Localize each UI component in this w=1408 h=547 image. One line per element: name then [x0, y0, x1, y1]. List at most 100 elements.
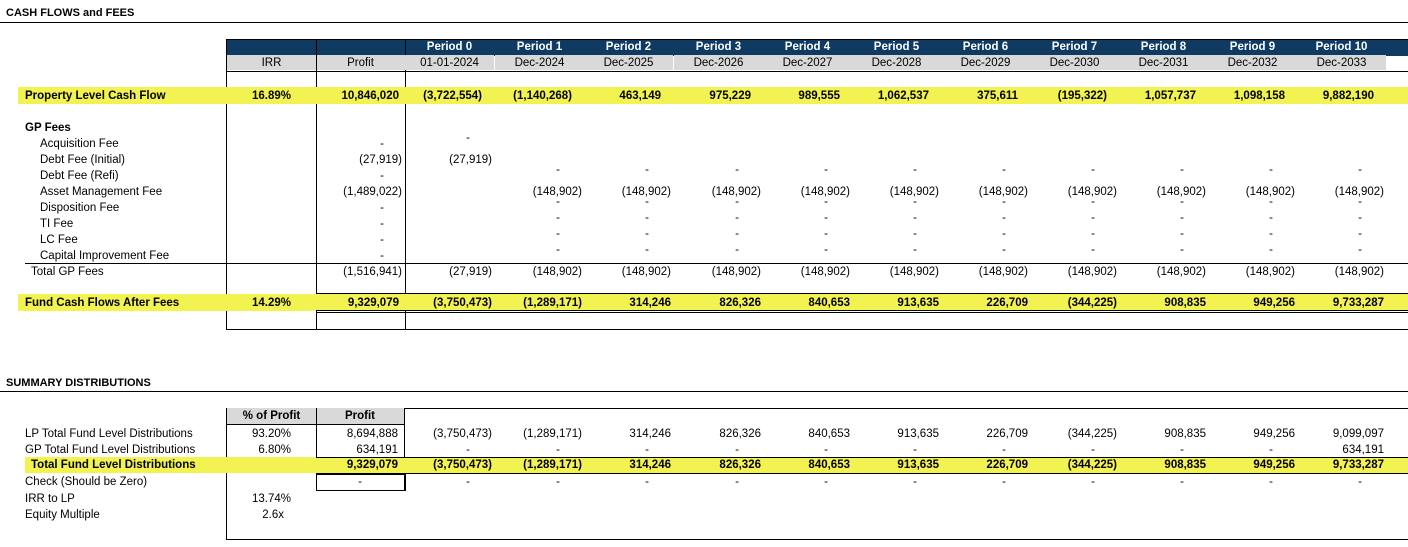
fee-value-period-10: -	[1358, 244, 1362, 256]
gp-row-period-10: 634,191	[1342, 444, 1384, 456]
fund-row-bottom-line	[316, 310, 1408, 311]
check-profit-box	[316, 474, 406, 491]
lp-row-period-10: 9,099,097	[1332, 428, 1384, 440]
fee-label: Debt Fee (Initial)	[40, 154, 126, 166]
total-dist-top-line	[316, 457, 1408, 458]
fund-row-period-4: 840,653	[808, 297, 850, 309]
summary-profit-divider	[404, 408, 405, 490]
property-row-period-3: 975,229	[709, 90, 751, 102]
gp-row-period-6: -	[1002, 444, 1006, 456]
period-header-2: Period 2	[605, 41, 652, 53]
total-dist-period-4: 840,653	[808, 459, 850, 471]
fee-value-period-8: -	[1180, 212, 1184, 224]
fund-row-period-1: (1,289,171)	[523, 297, 582, 309]
profit-header: Profit	[347, 57, 374, 69]
period-header-bar	[227, 39, 1408, 56]
fund-row-period-6: 226,709	[986, 297, 1028, 309]
fee-value-period-7: -	[1091, 164, 1095, 176]
fee-value-period-2: -	[645, 228, 649, 240]
property-row-period-10: 9,882,190	[1322, 90, 1374, 102]
gp-row-pct: 6.80%	[258, 444, 291, 456]
date-header-3: Dec-2026	[693, 57, 744, 69]
lp-row-period-7: (344,225)	[1067, 428, 1117, 440]
lp-row-period-5: 913,635	[897, 428, 939, 440]
lp-row-period-4: 840,653	[808, 428, 850, 440]
property-row-period-1: (1,140,268)	[513, 90, 572, 102]
fee-value-period-6: -	[1002, 244, 1006, 256]
date-header-bg	[1119, 55, 1208, 70]
gp-row-period-1: -	[556, 444, 560, 456]
property-row-irr: 16.89%	[251, 90, 291, 102]
fee-value-period-0: (27,919)	[449, 154, 492, 166]
date-header-bg	[405, 55, 494, 70]
gp-row-period-7: -	[1091, 444, 1095, 456]
total-dist-period-0: (3,750,473)	[433, 459, 492, 471]
lp-row-period-1: (1,289,171)	[523, 428, 582, 440]
check-row-profit: -	[358, 476, 362, 488]
fee-value-period-4: -	[824, 196, 828, 208]
fee-label: Acquisition Fee	[40, 138, 119, 150]
irr-profit-divider	[316, 39, 317, 329]
check-row-period-0: -	[466, 476, 470, 488]
property-row-highlight	[18, 87, 1408, 104]
fee-value-period-7: -	[1091, 244, 1095, 256]
property-row-period-2: 463,149	[619, 90, 661, 102]
check-row-period-9: -	[1269, 476, 1273, 488]
fee-value-period-5: -	[913, 244, 917, 256]
fee-value-period-1: -	[556, 228, 560, 240]
fee-value-period-1: -	[556, 212, 560, 224]
gp-row-period-8: -	[1180, 444, 1184, 456]
gp-row-profit: 634,191	[356, 444, 398, 456]
fee-value-period-9: -	[1269, 228, 1273, 240]
section-title-cash-flows: CASH FLOWS and FEES	[6, 7, 135, 19]
date-header-0: 01-01-2024	[420, 57, 479, 69]
fee-label: TI Fee	[40, 218, 74, 230]
gp-row-period-2: -	[645, 444, 649, 456]
date-header-bg	[1030, 55, 1119, 70]
irr-header: IRR	[261, 57, 282, 69]
total-dist-period-9: 949,256	[1253, 459, 1295, 471]
fee-value-period-10: (148,902)	[1334, 186, 1384, 198]
header-underline	[227, 71, 1408, 72]
section-rule-2	[0, 391, 1408, 392]
fund-row-top-line	[316, 293, 1408, 294]
check-row-period-1: -	[556, 476, 560, 488]
period-header-10: Period 10	[1315, 41, 1368, 53]
date-header-5: Dec-2028	[871, 57, 922, 69]
equity-multiple-value: 2.6x	[262, 509, 284, 521]
period-header-8: Period 8	[1140, 41, 1187, 53]
date-header-bg	[674, 55, 763, 70]
lp-row-pct: 93.20%	[251, 428, 291, 440]
fee-value-period-5: -	[913, 196, 917, 208]
fee-profit: -	[380, 202, 384, 214]
summary-header-bg	[227, 408, 404, 425]
total-dist-profit: 9,329,079	[346, 459, 398, 471]
fee-value-period-3: -	[735, 228, 739, 240]
total-dist-period-5: 913,635	[897, 459, 939, 471]
lp-row-period-8: 908,835	[1164, 428, 1206, 440]
period-header-3: Period 3	[695, 41, 742, 53]
total-fees-line	[25, 263, 1408, 264]
check-row-period-4: -	[824, 476, 828, 488]
gp-row-period-0: -	[466, 444, 470, 456]
check-row-period-6: -	[1002, 476, 1006, 488]
check-row-period-2: -	[645, 476, 649, 488]
lp-row-period-3: 826,326	[719, 428, 761, 440]
fee-value-period-3: -	[735, 164, 739, 176]
fee-value-period-1: -	[556, 196, 560, 208]
property-row-period-5: 1,062,537	[877, 90, 929, 102]
fee-value-period-2: -	[645, 164, 649, 176]
property-row-period-8: 1,057,737	[1144, 90, 1196, 102]
date-header-6: Dec-2029	[960, 57, 1011, 69]
fee-value-period-5: -	[913, 212, 917, 224]
total-fees-period-4: (148,902)	[800, 266, 850, 278]
fee-value-period-6: -	[1002, 228, 1006, 240]
fund-row-period-2: 314,246	[629, 297, 671, 309]
total-gp-fees-label: Total GP Fees	[31, 266, 104, 278]
fee-value-period-6: -	[1002, 164, 1006, 176]
pct-profit-header: % of Profit	[242, 410, 301, 422]
fee-value-period-10: -	[1358, 196, 1362, 208]
fee-profit: -	[380, 218, 384, 230]
total-dist-period-2: 314,246	[629, 459, 671, 471]
fee-value-period-9: (148,902)	[1245, 186, 1295, 198]
